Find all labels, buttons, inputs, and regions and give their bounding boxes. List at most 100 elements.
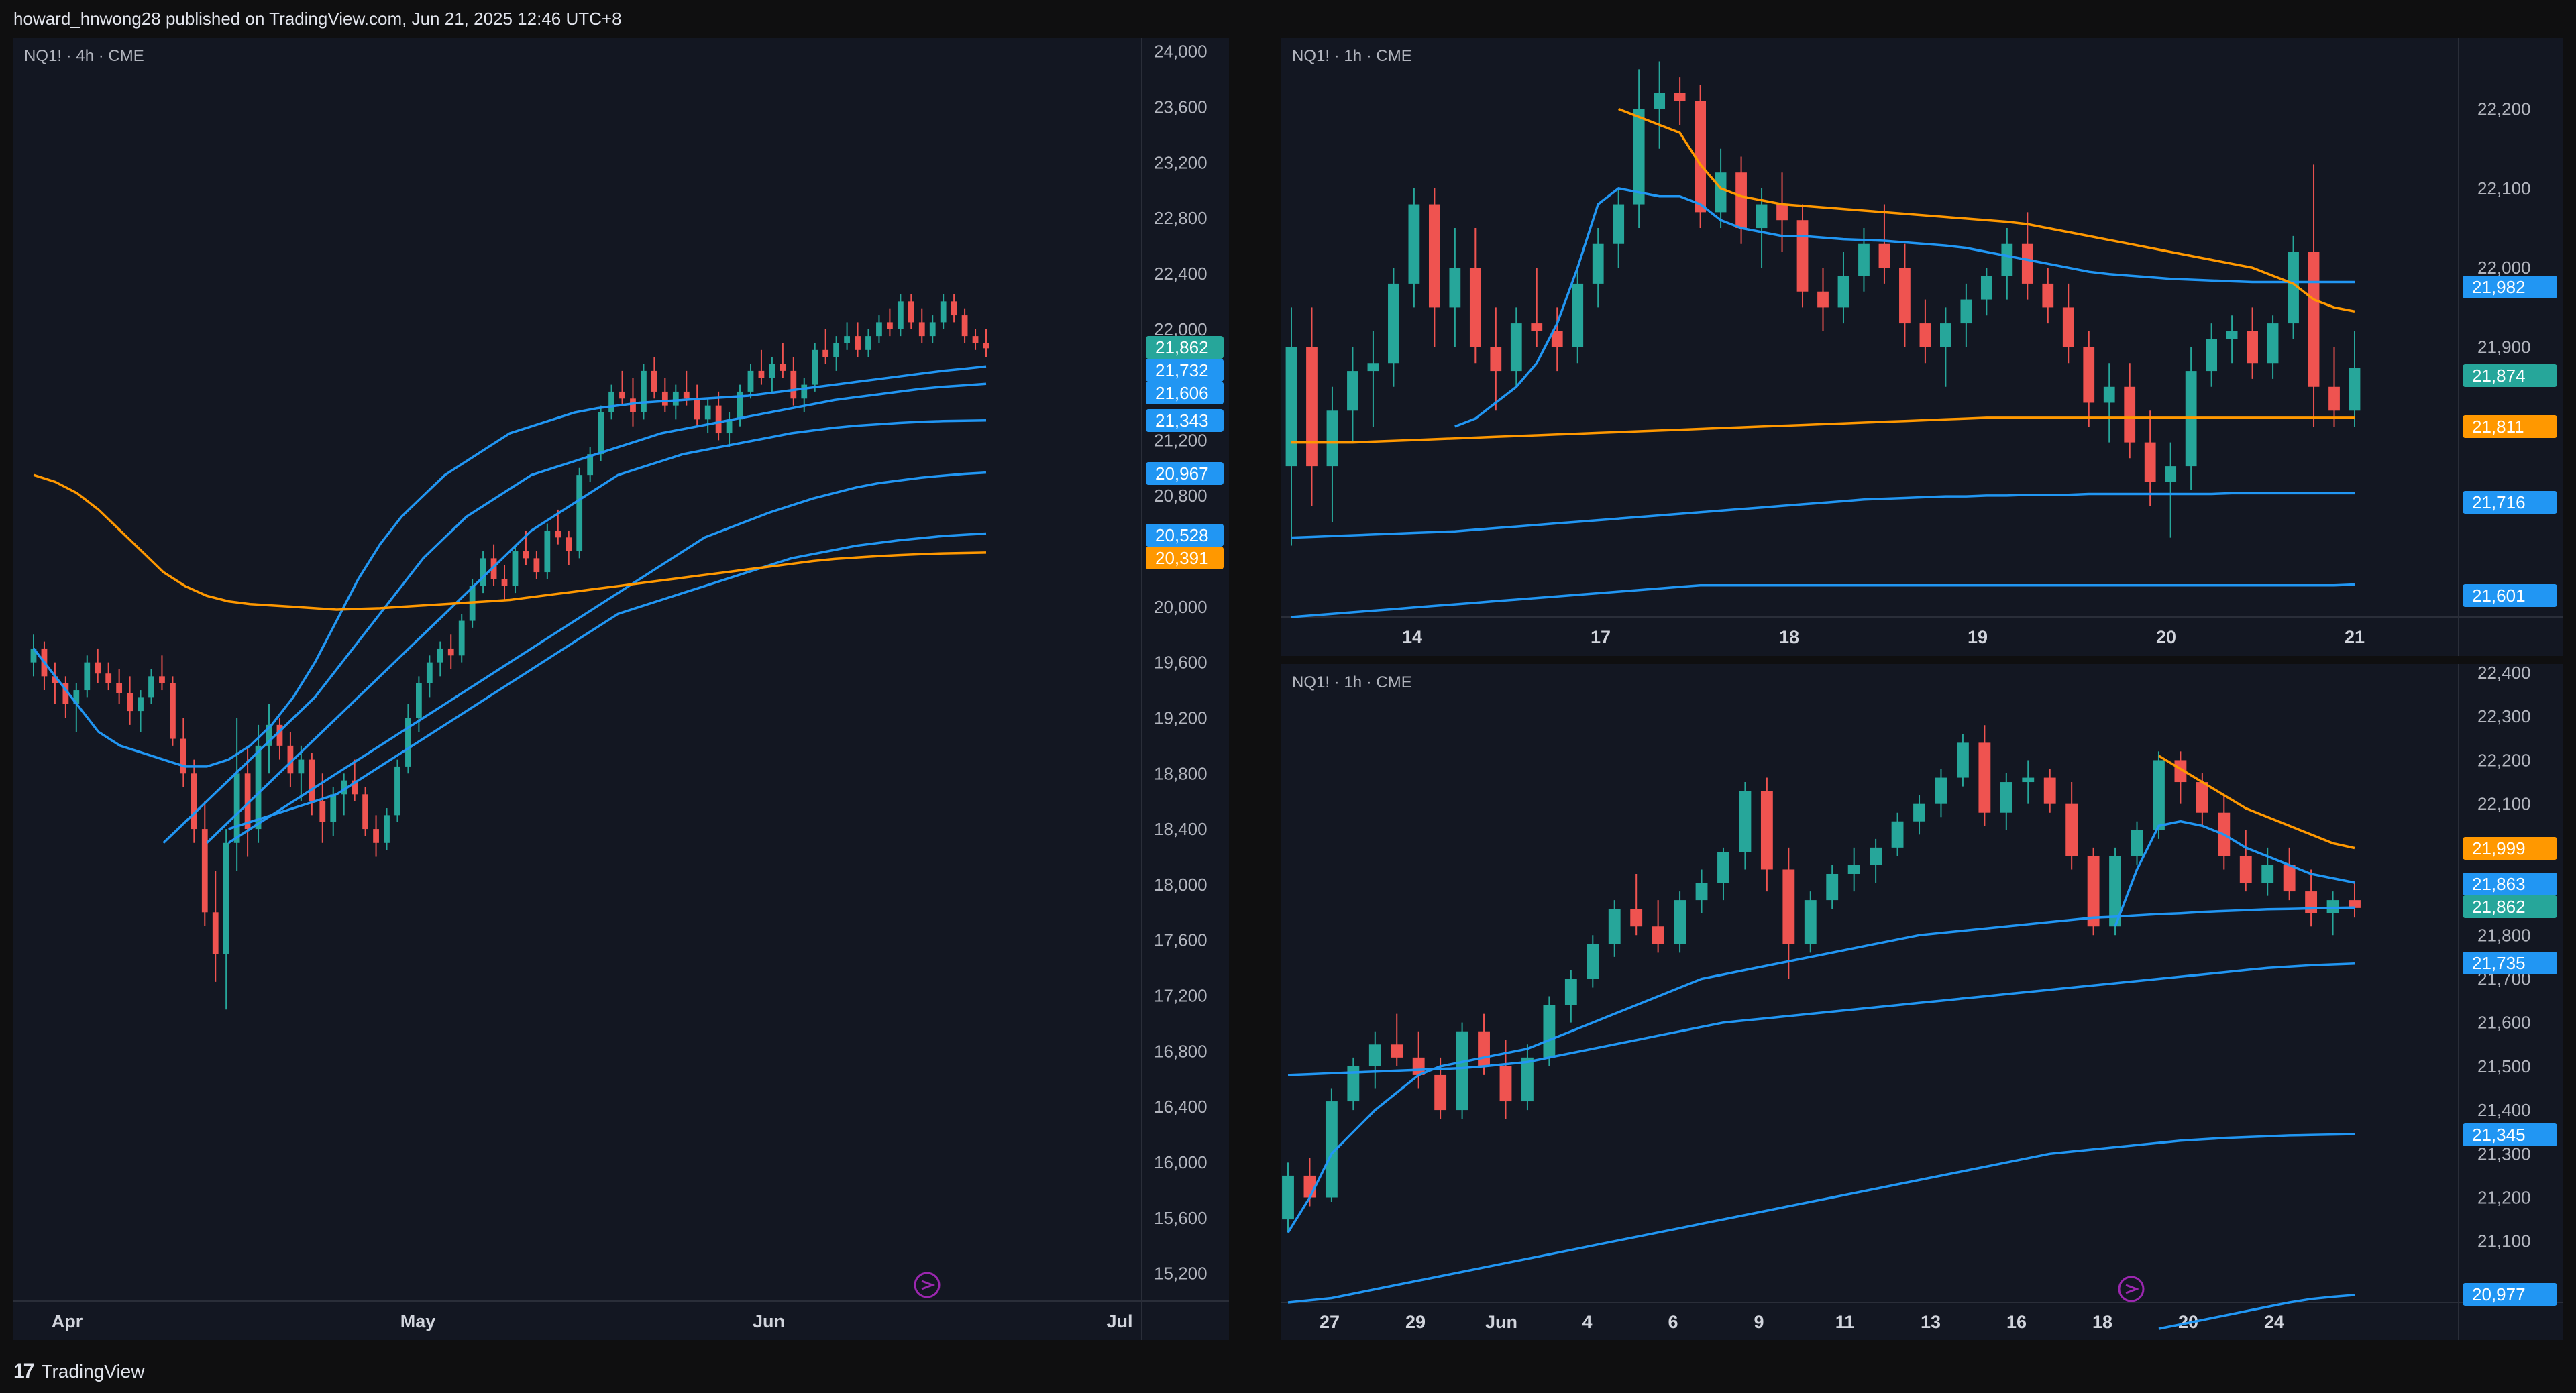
candle-body xyxy=(159,676,165,683)
candle xyxy=(2109,847,2121,936)
y-tick-label: 21,100 xyxy=(2477,1231,2531,1251)
candle-body xyxy=(1613,204,1625,244)
y-tick-label: 21,400 xyxy=(2477,1100,2531,1120)
candle-body xyxy=(1837,276,1849,308)
candle-body xyxy=(790,370,797,399)
candle xyxy=(1325,1088,1338,1203)
candle-body xyxy=(255,745,262,830)
candle-body xyxy=(1847,865,1860,874)
candle xyxy=(855,322,861,357)
last-value-badge: 21,982 xyxy=(2463,276,2557,298)
x-tick-label: 18 xyxy=(1779,627,1799,647)
candle-body xyxy=(758,370,765,378)
candle xyxy=(844,322,850,350)
candle-body xyxy=(918,322,925,337)
candle-body xyxy=(704,405,711,420)
chart-pane-1h-bottom[interactable]: NQ1! · 1h · CME 22,400 22,300 22,200 22,100… xyxy=(1281,664,2563,1340)
candle xyxy=(1551,307,1563,372)
candle xyxy=(1285,307,1297,546)
candle-body xyxy=(983,343,989,349)
candle xyxy=(1572,268,1584,364)
candle xyxy=(1760,777,1773,892)
candle-body xyxy=(1804,900,1817,944)
x-tick-label: 29 xyxy=(1405,1312,1426,1332)
candle xyxy=(747,364,754,399)
last-value-text: 21,716 xyxy=(2472,492,2526,512)
candle-body xyxy=(2226,331,2238,339)
last-value-badge: 21,601 xyxy=(2463,584,2557,607)
candle-body xyxy=(415,683,422,718)
candle xyxy=(2239,830,2252,892)
candle-body xyxy=(1630,909,1643,927)
last-value-badge: 20,528 xyxy=(1146,524,1224,547)
candle xyxy=(1739,782,1752,870)
last-value-text: 21,982 xyxy=(2472,277,2526,297)
y-tick-label: 19,200 xyxy=(1154,708,1208,728)
candle-body xyxy=(1391,1044,1403,1058)
candle xyxy=(1613,188,1625,268)
last-value-text: 21,343 xyxy=(1155,410,1209,431)
x-tick-label: 13 xyxy=(1921,1312,1941,1332)
candle-body xyxy=(533,558,540,573)
last-value-text: 21,862 xyxy=(2472,897,2526,917)
candle xyxy=(769,357,775,392)
chart-pane-1h-top[interactable]: NQ1! · 1h · CME 22,200 22,100 22,000 21,900… xyxy=(1281,38,2563,656)
candle-body xyxy=(1756,204,1768,229)
brand-name[interactable]: TradingView xyxy=(41,1360,145,1382)
candle xyxy=(1326,386,1338,522)
candle xyxy=(1674,891,1686,953)
candle xyxy=(694,384,700,427)
last-value-text: 21,811 xyxy=(2472,416,2524,437)
candle xyxy=(405,704,411,774)
ma-line-1 xyxy=(1454,187,2355,428)
candle xyxy=(512,544,519,594)
candle xyxy=(1919,299,1931,364)
candle xyxy=(1756,188,1768,268)
candle xyxy=(1652,900,1664,953)
candle-body xyxy=(1490,347,1502,372)
candle-body xyxy=(1531,323,1543,331)
tradingview-logo-icon[interactable]: 17 xyxy=(13,1359,34,1382)
candle xyxy=(298,745,305,801)
candle-body xyxy=(1572,283,1584,347)
candle-body xyxy=(2206,339,2218,372)
candle xyxy=(2288,235,2299,339)
candle xyxy=(918,308,925,343)
candle-body xyxy=(1919,323,1931,347)
candle xyxy=(1564,970,1577,1023)
x-tick-label: Jun xyxy=(753,1311,785,1331)
candle-body xyxy=(694,398,700,420)
y-tick-label: 18,800 xyxy=(1154,763,1208,783)
candle-body xyxy=(458,620,465,656)
ma-line-2 xyxy=(1618,107,2355,313)
replay-icon xyxy=(2118,1276,2145,1302)
last-value-badge: 21,999 xyxy=(2463,837,2557,860)
chart-svg-4h[interactable]: 24,000 23,600 23,200 22,800 22,400 22,000 21,6… xyxy=(13,38,1229,1340)
candle xyxy=(1587,935,1599,988)
candle xyxy=(1826,865,1839,909)
x-tick-label: 19 xyxy=(1968,627,1988,647)
x-tick-label: 24 xyxy=(2264,1312,2284,1332)
last-value-text: 20,391 xyxy=(1155,548,1209,568)
candle xyxy=(726,412,733,447)
candle xyxy=(1858,228,1870,292)
candle xyxy=(2144,410,2156,506)
candle xyxy=(1428,188,1440,347)
chart-svg-1h-bottom[interactable]: 22,40022,30022,20022,10022,00021,90021,8… xyxy=(1281,664,2563,1340)
candle-body xyxy=(855,336,861,350)
candle-body xyxy=(598,412,604,455)
chart-pane-4h[interactable]: NQ1! · 4h · CME 24,000 23,600 23,200 22,800… xyxy=(13,38,1229,1340)
candle xyxy=(1796,204,1809,308)
candle xyxy=(1804,891,1817,953)
candle-body xyxy=(1592,243,1604,284)
candle-body xyxy=(1978,742,1991,813)
candle-body xyxy=(1326,410,1338,467)
candle-body xyxy=(191,773,197,830)
candle xyxy=(1913,795,1925,835)
candle-body xyxy=(309,759,315,801)
ma-line-4 xyxy=(1287,962,2355,1076)
candle-body xyxy=(972,336,979,343)
candle-body xyxy=(2165,466,2177,482)
chart-svg-1h-top[interactable]: 22,20022,10022,00021,90021,80021,7001417… xyxy=(1281,38,2563,656)
candle xyxy=(105,662,112,691)
